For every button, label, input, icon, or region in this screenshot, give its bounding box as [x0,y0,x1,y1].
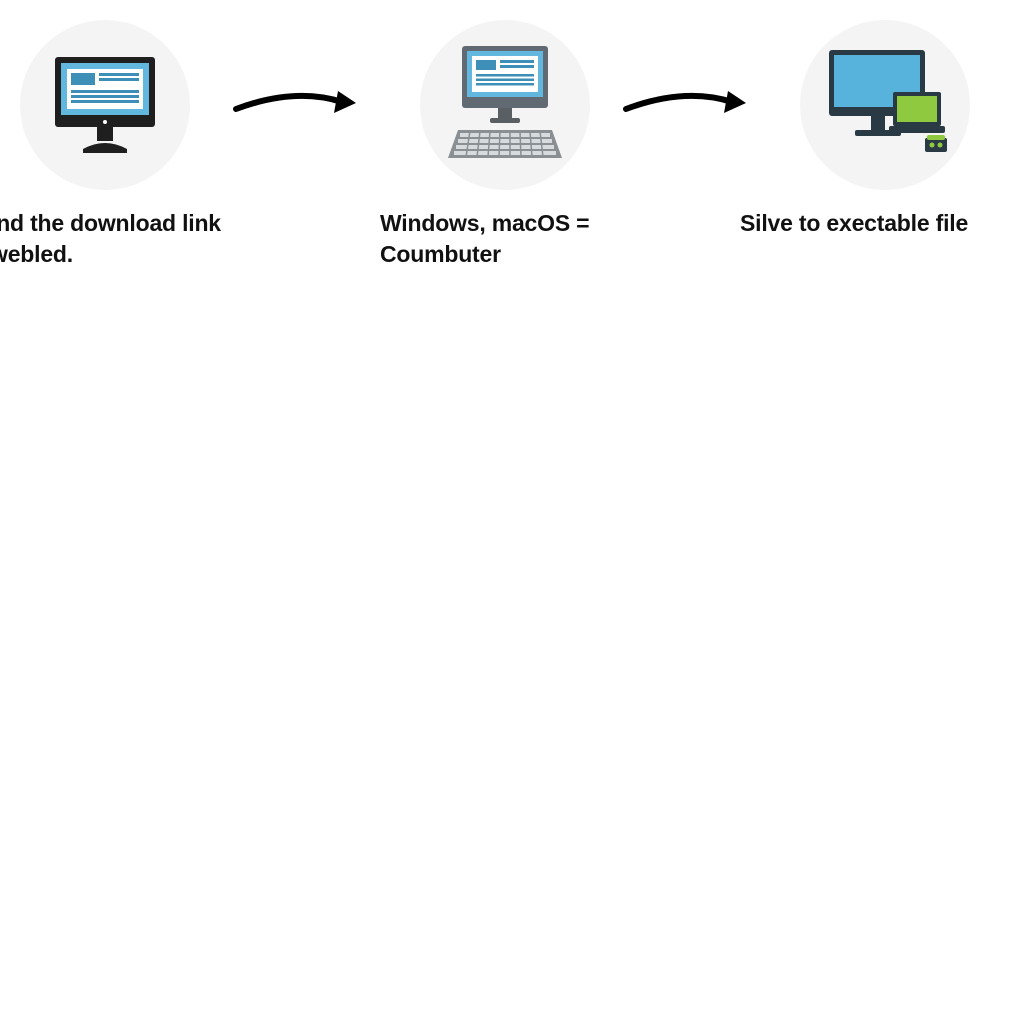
download-flow-infographic: ind the download link webled. [0,0,1024,300]
step2-caption: Windows, macOS = Coumbuter [380,208,680,270]
step1-circle [20,20,190,190]
step2-circle [420,20,590,190]
multi-device-icon [815,40,955,170]
desktop-browser-icon [45,45,165,165]
flow-step-os-choice: Windows, macOS = Coumbuter [380,20,680,270]
flow-step-download-link: ind the download link webled. [0,20,290,270]
flow-arrow-2 [620,85,750,125]
step1-caption: ind the download link webled. [0,208,290,270]
flow-step-executable: Silve to exectable file [740,20,1024,239]
step3-caption: Silve to exectable file [740,208,1024,239]
flow-arrow-1 [230,85,360,125]
desktop-keyboard-icon [440,40,570,170]
step3-circle [800,20,970,190]
